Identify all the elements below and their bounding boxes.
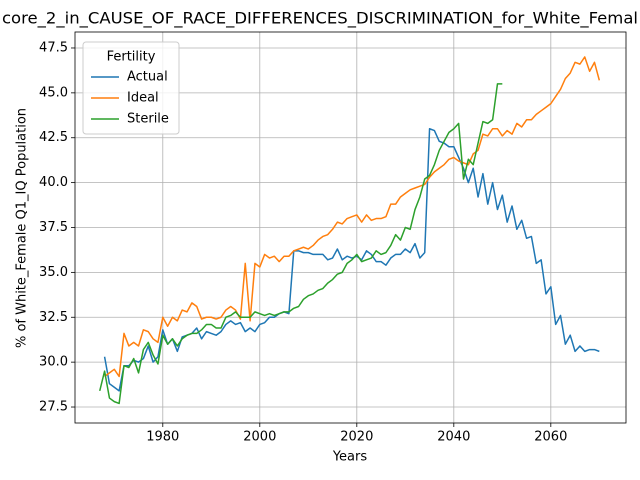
x-tick-label: 2020	[340, 430, 373, 445]
grid	[75, 32, 626, 423]
y-tick-label: 47.5	[39, 40, 68, 55]
lines	[99, 56, 601, 405]
y-tick-label: 27.5	[39, 400, 68, 415]
y-axis-label: % of White_Female Q1_IQ Population	[15, 108, 30, 348]
chart-title: core_2_in_CAUSE_OF_RACE_DIFFERENCES_DISC…	[2, 9, 638, 29]
series-line	[104, 56, 601, 378]
legend-label: Sterile	[127, 112, 169, 127]
legend-label: Actual	[127, 70, 168, 85]
x-tick-label: 1980	[146, 430, 179, 445]
y-tick-label: 35.0	[39, 265, 68, 280]
y-tick-label: 45.0	[39, 85, 68, 100]
y-tick-label: 37.5	[39, 220, 68, 235]
y-tick-label: 42.5	[39, 130, 68, 145]
y-tick-label: 40.0	[39, 175, 68, 190]
legend: Fertility Actual Ideal Sterile	[82, 41, 180, 135]
series-line	[99, 83, 503, 405]
x-tick-label: 2000	[243, 430, 276, 445]
x-axis-label: Years	[332, 450, 368, 465]
legend-label: Ideal	[127, 91, 159, 106]
y-tick-label: 32.5	[39, 310, 68, 325]
y-tick-label: 30.0	[39, 355, 68, 370]
x-tick-label: 2040	[437, 430, 470, 445]
legend-title: Fertility	[107, 50, 156, 65]
x-tick-label: 2060	[534, 430, 567, 445]
legend-box	[82, 41, 180, 135]
